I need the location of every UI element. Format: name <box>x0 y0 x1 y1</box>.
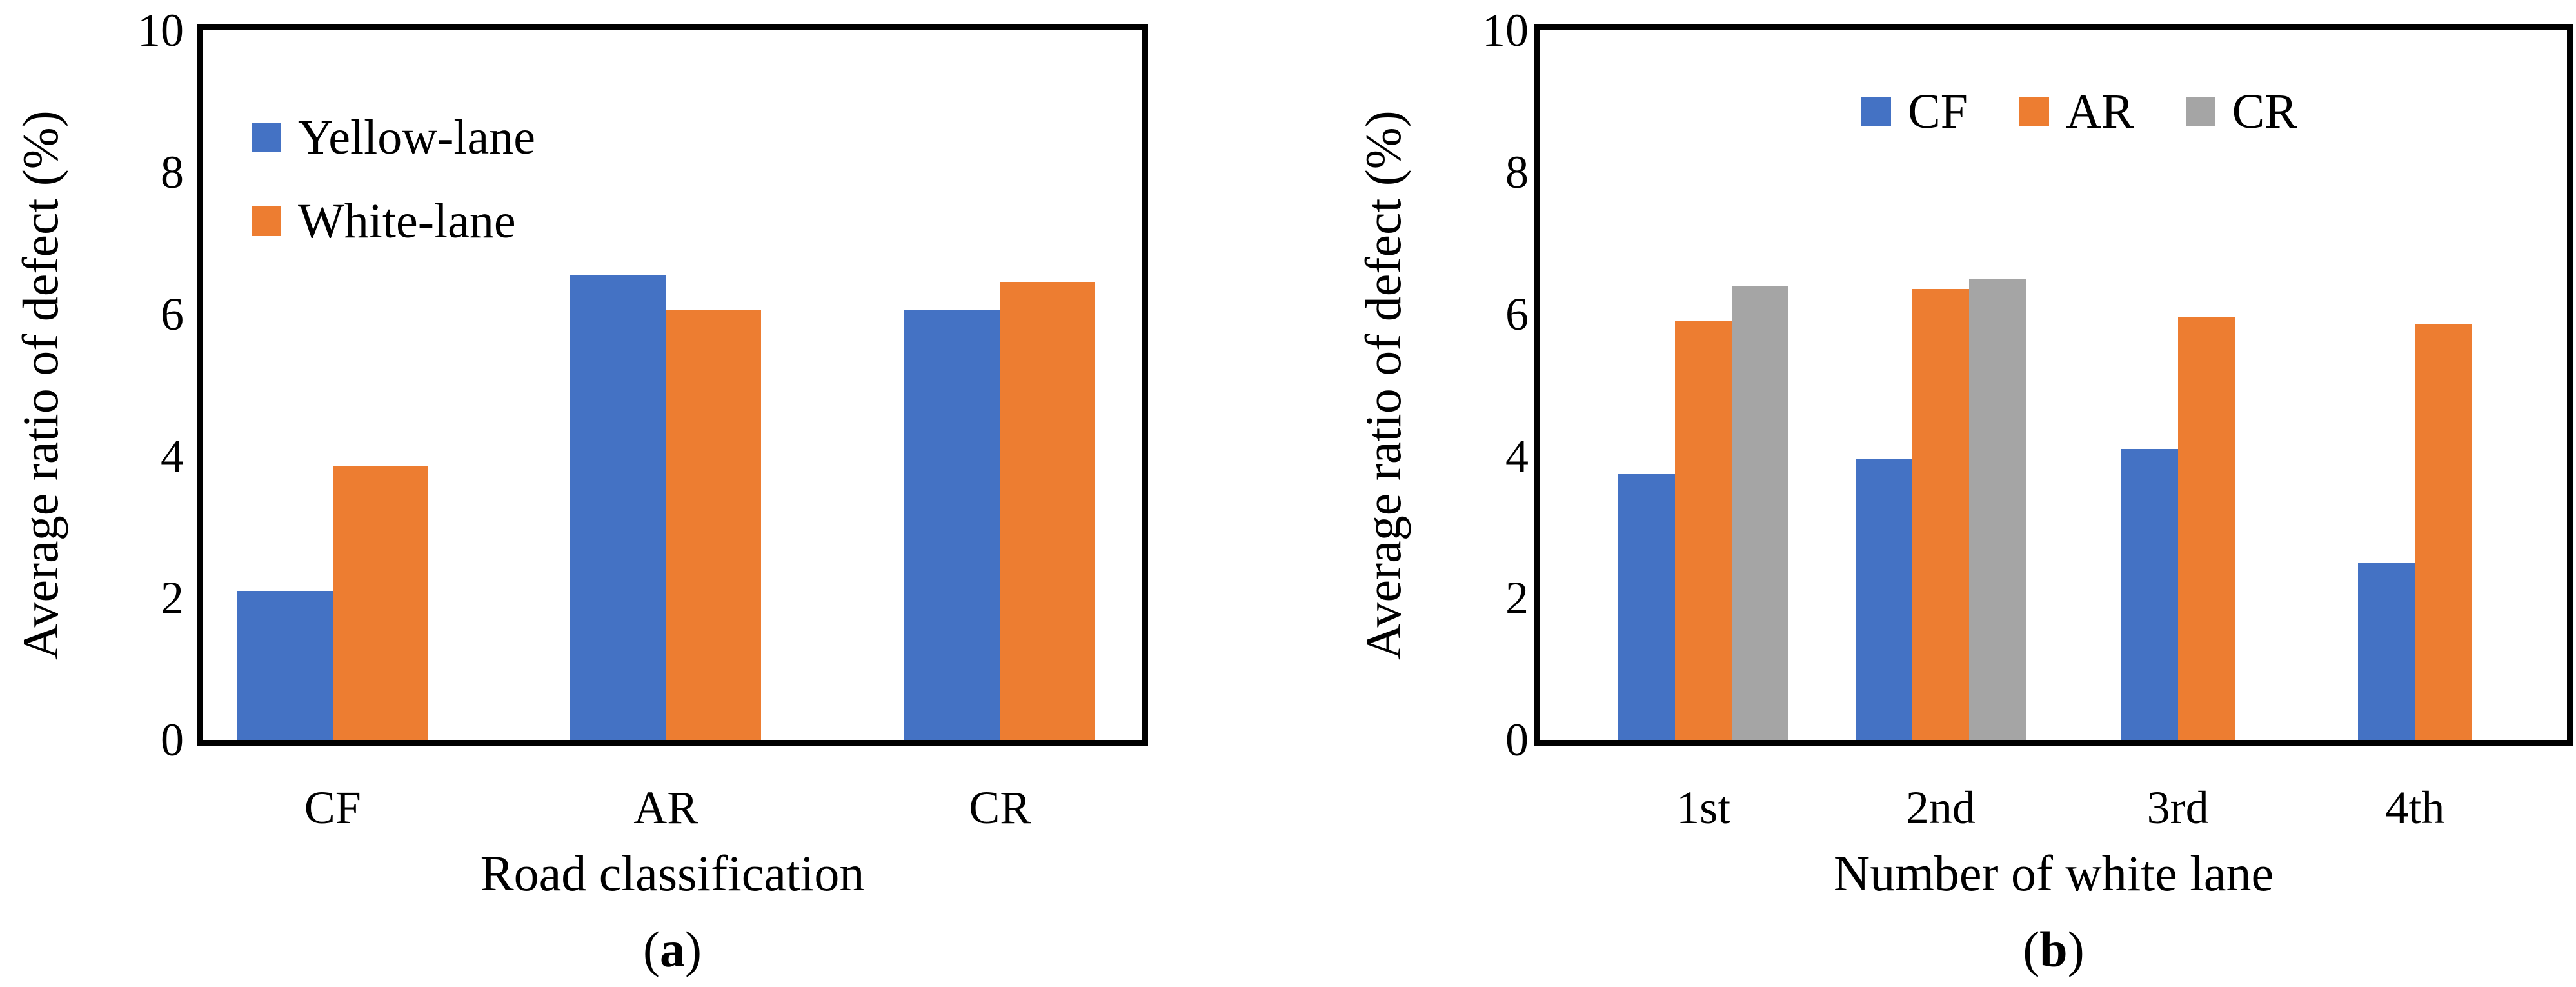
legend-item-cf: CF <box>1861 87 1968 136</box>
legend-label: White-lane <box>298 194 516 248</box>
y-axis-tick-labels: 0 2 4 6 8 10 <box>1412 7 1529 763</box>
panel-caption: (a) <box>643 921 702 977</box>
legend: CF AR CR <box>1592 87 2567 136</box>
x-tick-label: CR <box>969 782 1031 833</box>
x-axis-label: Number of white lane <box>1833 845 2274 901</box>
y-tick-label: 6 <box>1505 288 1529 340</box>
y-tick-label: 10 <box>137 5 184 56</box>
bars-layer <box>1540 30 2567 740</box>
legend-label: Yellow-lane <box>298 110 536 164</box>
bar-cr-2nd <box>1968 279 2026 740</box>
legend-swatch-icon <box>252 206 281 236</box>
bar-yellow-lane-cf <box>237 591 333 740</box>
legend-item-yellow-lane: Yellow-lane <box>252 113 535 162</box>
legend-item-ar: AR <box>2019 87 2134 136</box>
plot-area: CF AR CR <box>1534 24 2573 746</box>
bar-ar-4th <box>2415 324 2472 740</box>
x-tick-label: 4th <box>2385 782 2445 833</box>
y-tick-label: 2 <box>161 572 184 624</box>
x-tick-label: AR <box>633 782 698 833</box>
y-axis-label: Average ratio of defect (%) <box>12 110 68 660</box>
legend-swatch-icon <box>2185 97 2215 126</box>
bar-yellow-lane-ar <box>570 275 666 740</box>
y-tick-label: 0 <box>1505 714 1529 766</box>
legend-item-cr: CR <box>2185 85 2297 139</box>
y-tick-label: 4 <box>1505 430 1529 482</box>
y-tick-label: 6 <box>161 288 184 340</box>
y-axis-label: Average ratio of defect (%) <box>1355 110 1411 660</box>
legend: Yellow-lane White-lane <box>252 113 535 246</box>
bars-layer <box>203 30 1142 740</box>
y-tick-label: 8 <box>161 146 184 198</box>
bar-cf-2nd <box>1855 459 1912 740</box>
legend-swatch-icon <box>252 123 281 152</box>
bar-ar-2nd <box>1912 289 1969 740</box>
legend-label: CF <box>1908 85 1968 139</box>
y-tick-label: 2 <box>1505 572 1529 624</box>
bar-ar-3rd <box>2177 317 2235 740</box>
bar-cf-1st <box>1618 474 1676 740</box>
legend-label: AR <box>2066 85 2134 139</box>
legend-swatch-icon <box>2019 97 2049 126</box>
x-tick-label: 1st <box>1676 782 1731 833</box>
panel-caption: (b) <box>2023 921 2085 977</box>
panel-b: Average ratio of defect (%) 0 2 4 6 8 10 CF AR… <box>1290 0 2576 987</box>
x-axis-tick-labels: CF AR CR <box>203 782 1142 833</box>
x-axis-tick-labels: 1st 2nd 3rd 4th <box>1540 782 2567 833</box>
bar-cr-1st <box>1732 286 1789 740</box>
plot-area: Yellow-lane White-lane <box>197 24 1148 746</box>
x-axis-label: Road classification <box>480 845 865 901</box>
bar-white-lane-cr <box>1000 282 1096 740</box>
bar-ar-1st <box>1675 321 1732 740</box>
y-tick-label: 10 <box>1482 5 1529 56</box>
x-tick-label: CF <box>304 782 361 833</box>
y-tick-label: 0 <box>161 714 184 766</box>
bar-white-lane-cf <box>332 466 428 740</box>
y-tick-label: 4 <box>161 430 184 482</box>
x-tick-label: 3rd <box>2146 782 2209 833</box>
legend-swatch-icon <box>1861 97 1892 126</box>
panel-a: Average ratio of defect (%) 0 2 4 6 8 10 Yell… <box>0 0 1286 987</box>
bar-white-lane-ar <box>666 310 762 740</box>
bar-yellow-lane-cr <box>904 310 1000 740</box>
bar-cf-4th <box>2358 563 2415 740</box>
y-axis-tick-labels: 0 2 4 6 8 10 <box>68 7 184 763</box>
legend-item-white-lane: White-lane <box>252 197 535 246</box>
legend-label: CR <box>2232 85 2297 139</box>
y-tick-label: 8 <box>1505 146 1529 198</box>
bar-cf-3rd <box>2121 449 2178 740</box>
x-tick-label: 2nd <box>1905 782 1976 833</box>
